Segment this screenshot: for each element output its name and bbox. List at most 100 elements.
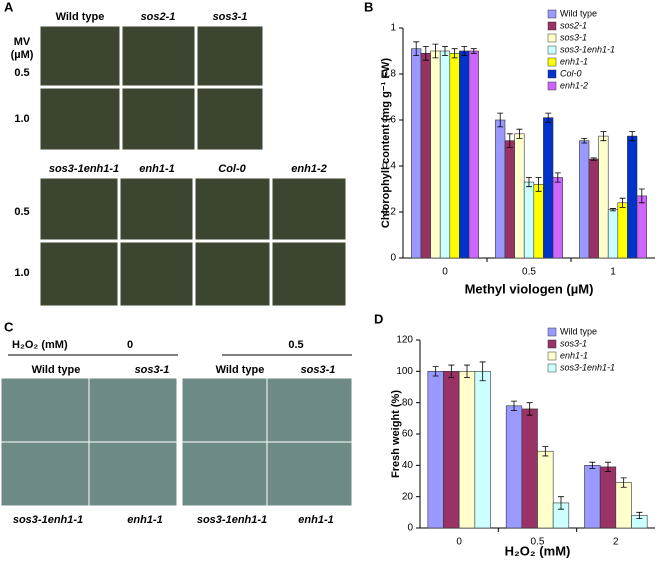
error-bar [470, 48, 477, 54]
legend-swatch [547, 339, 557, 349]
genotype: Col-0 [218, 163, 246, 175]
x-axis-label: H₂O₂ (mM) [505, 543, 571, 558]
error-bar [448, 364, 455, 378]
legend-swatch [547, 363, 557, 373]
bar [443, 371, 460, 529]
bar [636, 195, 647, 259]
legend-swatch [547, 81, 557, 91]
bar [430, 50, 441, 259]
bar [552, 177, 563, 259]
treatment-label: H₂O₂ (mM) [12, 339, 68, 351]
mv-unit: (µM) [11, 49, 34, 61]
bar [504, 140, 515, 259]
genotype: sos2-1 [141, 11, 176, 23]
error-bar [432, 366, 439, 377]
photo [39, 87, 121, 151]
legend-label: sos3-1 [560, 338, 587, 348]
bar [537, 450, 554, 529]
panel-label: D [374, 311, 383, 326]
bar [588, 158, 599, 259]
bar [449, 52, 460, 259]
bar [459, 50, 470, 259]
bar [523, 181, 535, 259]
bar [599, 466, 617, 529]
photo [121, 25, 196, 87]
panel-label: A [4, 0, 14, 14]
x-axis-label: Methyl viologen (µM) [465, 281, 594, 296]
bar [607, 209, 619, 259]
error-bar [516, 128, 523, 139]
y-tick-label: 80 [402, 397, 414, 408]
genotype: enh1-1 [139, 163, 174, 175]
genotype: Wild type [32, 364, 81, 376]
photo [119, 177, 194, 241]
error-bar [526, 402, 533, 416]
genotype: sos3-1 [301, 364, 336, 376]
error-bar [535, 177, 542, 192]
error-bar [619, 197, 626, 208]
photo [196, 25, 264, 87]
bar [439, 50, 451, 259]
bar [458, 371, 476, 529]
dose: 1.0 [14, 113, 29, 125]
error-bar [629, 131, 636, 142]
error-bar [479, 361, 486, 382]
bar [495, 119, 506, 259]
y-tick-label: 0 [390, 253, 396, 264]
legend-label: Col-0 [560, 68, 582, 78]
bar [474, 371, 491, 529]
photo [194, 177, 271, 241]
y-tick-label: 0.2 [382, 207, 396, 218]
y-axis-label: Fresh weight (%) [390, 390, 402, 478]
photo [39, 177, 119, 241]
legend-swatch [547, 327, 557, 337]
x-tick-label: 1 [610, 267, 616, 278]
bar [584, 465, 601, 529]
genotype: sos3-1 [135, 364, 170, 376]
bar [543, 117, 554, 259]
legend-label: sos3-1enh1-1 [560, 44, 615, 54]
legend-label: enh1-1 [560, 350, 588, 360]
error-bar [526, 177, 532, 188]
error-bar [545, 112, 552, 123]
error-bar [461, 46, 468, 56]
x-tick-label: 0.5 [531, 537, 545, 548]
photo [121, 87, 196, 151]
y-tick-label: 0.6 [382, 115, 396, 126]
y-tick-label: 60 [402, 429, 414, 440]
genotype: sos3-1enh1-1 [13, 514, 83, 526]
error-bar [638, 188, 645, 204]
error-bar [511, 400, 517, 411]
legend-label: enh1-2 [560, 80, 588, 90]
error-bar [605, 461, 611, 472]
genotype: sos3-1 [213, 11, 248, 23]
y-tick-label: 40 [402, 460, 414, 471]
genotype: Wild type [216, 364, 265, 376]
error-bar [497, 112, 504, 128]
bar [514, 133, 525, 259]
bar [615, 482, 632, 529]
error-bar [451, 48, 458, 59]
error-bar [620, 477, 627, 488]
genotype: sos3-1enh1-1 [197, 514, 267, 526]
dose: 0.5 [14, 67, 29, 79]
legend-label: enh1-1 [560, 56, 588, 66]
bar [505, 405, 523, 529]
genotype: sos3-1enh1-1 [49, 163, 119, 175]
genotype: enh1-1 [298, 514, 333, 526]
photo [39, 25, 121, 87]
legend-swatch [547, 57, 557, 67]
error-bar [589, 461, 596, 469]
dose: 0.5 [14, 206, 29, 218]
y-tick-label: 100 [396, 366, 413, 377]
panel-label: C [4, 319, 14, 334]
bar [427, 371, 444, 529]
error-bar [636, 511, 643, 519]
legend-label: Wild type [560, 8, 597, 18]
dose: 1.0 [14, 267, 29, 279]
bar [420, 52, 431, 259]
dose: 0 [127, 339, 133, 351]
x-tick-label: 0 [456, 537, 462, 548]
bar [579, 140, 590, 259]
